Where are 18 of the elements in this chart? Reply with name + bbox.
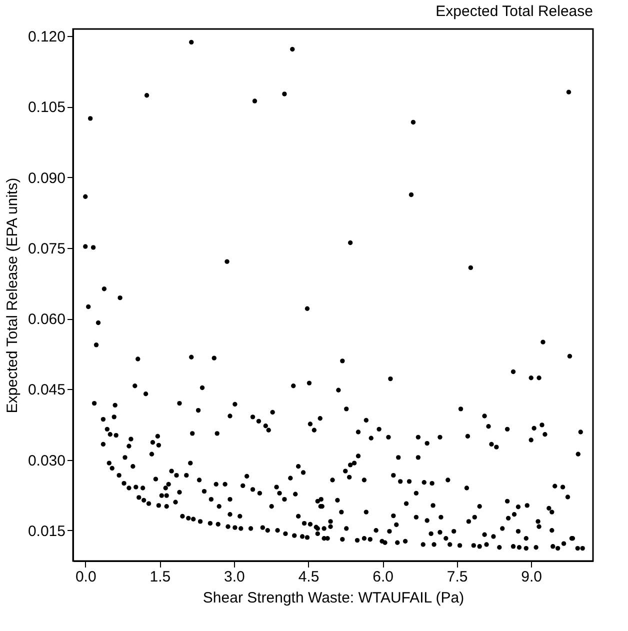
y-tick-label: 0.105: [28, 99, 66, 116]
x-tick-label: 4.5: [298, 568, 320, 586]
y-tick-label: 0.045: [28, 382, 66, 399]
y-tick-label: 0.090: [28, 170, 66, 187]
x-tick-label: 0.0: [75, 568, 96, 586]
y-tick-label: 0.030: [28, 452, 66, 470]
y-tick-label: 0.075: [28, 240, 66, 258]
y-tick-label: 0.015: [28, 522, 66, 540]
x-axis-title: Shear Strength Waste: WTAUFAIL (Pa): [202, 590, 464, 606]
x-tick-label: 6.0: [372, 568, 394, 586]
chart-title: Expected Total Release: [436, 3, 593, 20]
x-tick-label: 7.5: [446, 568, 468, 586]
x-tick-label: 1.5: [150, 568, 171, 586]
y-axis-title: Expected Total Release (EPA units): [4, 178, 21, 414]
y-tick-label: 0.120: [28, 28, 66, 46]
x-tick-label: 3.0: [224, 568, 245, 586]
y-tick-label: 0.060: [28, 311, 66, 328]
x-tick-label: 9.0: [521, 568, 542, 586]
